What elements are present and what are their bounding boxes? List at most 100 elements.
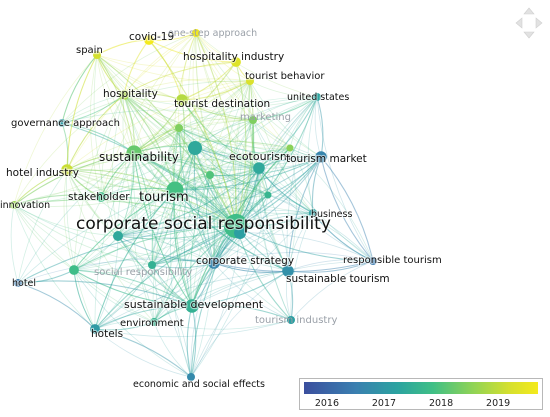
- network-edge: [66, 169, 176, 191]
- network-edge: [252, 119, 322, 158]
- network-edge: [290, 212, 314, 321]
- network-edge: [181, 80, 251, 101]
- node-sustainability[interactable]: [126, 145, 142, 161]
- node-hotels[interactable]: [90, 324, 100, 334]
- network-edge: [287, 147, 297, 272]
- network-edge: [13, 204, 96, 330]
- network-edge: [133, 61, 237, 154]
- node-tourism-industry[interactable]: [287, 316, 295, 324]
- network-edge: [190, 305, 197, 378]
- node-marketing[interactable]: [249, 116, 257, 124]
- network-edge: [123, 94, 291, 149]
- node-spain[interactable]: [93, 51, 101, 59]
- network-edge: [66, 169, 211, 182]
- node-hotel-industry[interactable]: [61, 164, 73, 176]
- network-edge: [258, 156, 322, 169]
- node-tourist-destination[interactable]: [176, 94, 188, 106]
- node-stakeholder[interactable]: [96, 192, 106, 202]
- network-edge: [133, 80, 251, 154]
- node-tourism-market[interactable]: [315, 151, 327, 163]
- node-label: covid-19: [129, 31, 174, 43]
- network-edge: [190, 174, 215, 378]
- node-corporate-strategy[interactable]: [208, 257, 220, 269]
- network-edge: [174, 167, 260, 191]
- network-edge: [153, 270, 289, 323]
- network-edge: [213, 262, 292, 321]
- network-nodes: [10, 29, 377, 381]
- node-social-responsibility[interactable]: [69, 265, 79, 275]
- pan-arrows-icon[interactable]: [514, 6, 544, 40]
- network-edge: [94, 189, 176, 330]
- network-edge: [151, 147, 196, 266]
- network-edge: [289, 96, 318, 149]
- network-edge: [213, 212, 314, 264]
- network-edge: [178, 127, 260, 169]
- node-one-step-approach[interactable]: [192, 29, 200, 37]
- network-edge: [190, 232, 241, 378]
- network-edge: [17, 225, 237, 284]
- node-covid-19[interactable]: [144, 35, 154, 45]
- network-edge: [13, 204, 215, 264]
- node-hotel[interactable]: [14, 279, 22, 287]
- network-edge: [66, 169, 153, 266]
- network-edge: [178, 127, 215, 264]
- network-edge: [252, 96, 318, 121]
- network-edge: [249, 80, 322, 158]
- node-governance-approach[interactable]: [58, 119, 66, 127]
- network-edge: [13, 127, 180, 206]
- network-edge: [209, 80, 251, 176]
- network-edge: [133, 147, 291, 161]
- network-edge: [94, 328, 192, 378]
- node-label: environment: [120, 318, 184, 329]
- node-label: hotel: [12, 278, 36, 289]
- network-edge: [178, 80, 251, 129]
- network-edge: [117, 235, 215, 264]
- node-ecotourism[interactable]: [253, 162, 265, 174]
- node-label: social responsibility: [94, 267, 192, 278]
- network-edge: [239, 156, 322, 234]
- network-edge: [94, 189, 176, 330]
- network-edge: [258, 167, 292, 321]
- network-edge: [191, 270, 289, 307]
- network-edge: [117, 225, 237, 240]
- node-economic-and-social-effects[interactable]: [187, 373, 195, 381]
- node-tourist-behavior[interactable]: [246, 77, 254, 85]
- node-hospitality[interactable]: [119, 90, 129, 100]
- network-edge: [320, 156, 374, 262]
- network-edge: [286, 96, 318, 272]
- network-edge: [153, 167, 260, 323]
- network-edge: [61, 94, 125, 124]
- network-edge: [151, 264, 192, 378]
- network-edge: [258, 156, 322, 169]
- node-united-states[interactable]: [313, 93, 321, 101]
- node-tourism[interactable]: [166, 181, 184, 199]
- network-edge: [195, 32, 260, 169]
- node-label: marketing: [240, 112, 291, 123]
- color-scale-bar: [304, 382, 538, 394]
- network-edge: [73, 269, 96, 330]
- node-business[interactable]: [309, 209, 317, 217]
- node-responsible-tourism[interactable]: [369, 257, 377, 265]
- network-edge: [267, 156, 322, 196]
- network-edge: [73, 269, 192, 378]
- network-edge: [117, 174, 211, 237]
- network-edge: [100, 196, 237, 227]
- network-edge: [66, 94, 125, 171]
- node-hospitality-industry[interactable]: [231, 57, 241, 67]
- network-edge: [73, 94, 125, 271]
- network-edge: [94, 235, 119, 330]
- network-edge: [17, 258, 215, 284]
- network-edge: [66, 169, 215, 264]
- network-edge: [252, 119, 314, 214]
- node-innovation[interactable]: [10, 201, 18, 209]
- node-environment[interactable]: [150, 318, 158, 326]
- node-sustainable-tourism[interactable]: [282, 265, 294, 277]
- network-edge: [178, 32, 197, 129]
- network-edge: [190, 270, 289, 378]
- node-sustainable-development[interactable]: [185, 299, 199, 313]
- network-edge: [191, 212, 314, 307]
- network-edge: [100, 119, 254, 198]
- network-edge: [17, 269, 75, 284]
- network-edge: [73, 127, 180, 271]
